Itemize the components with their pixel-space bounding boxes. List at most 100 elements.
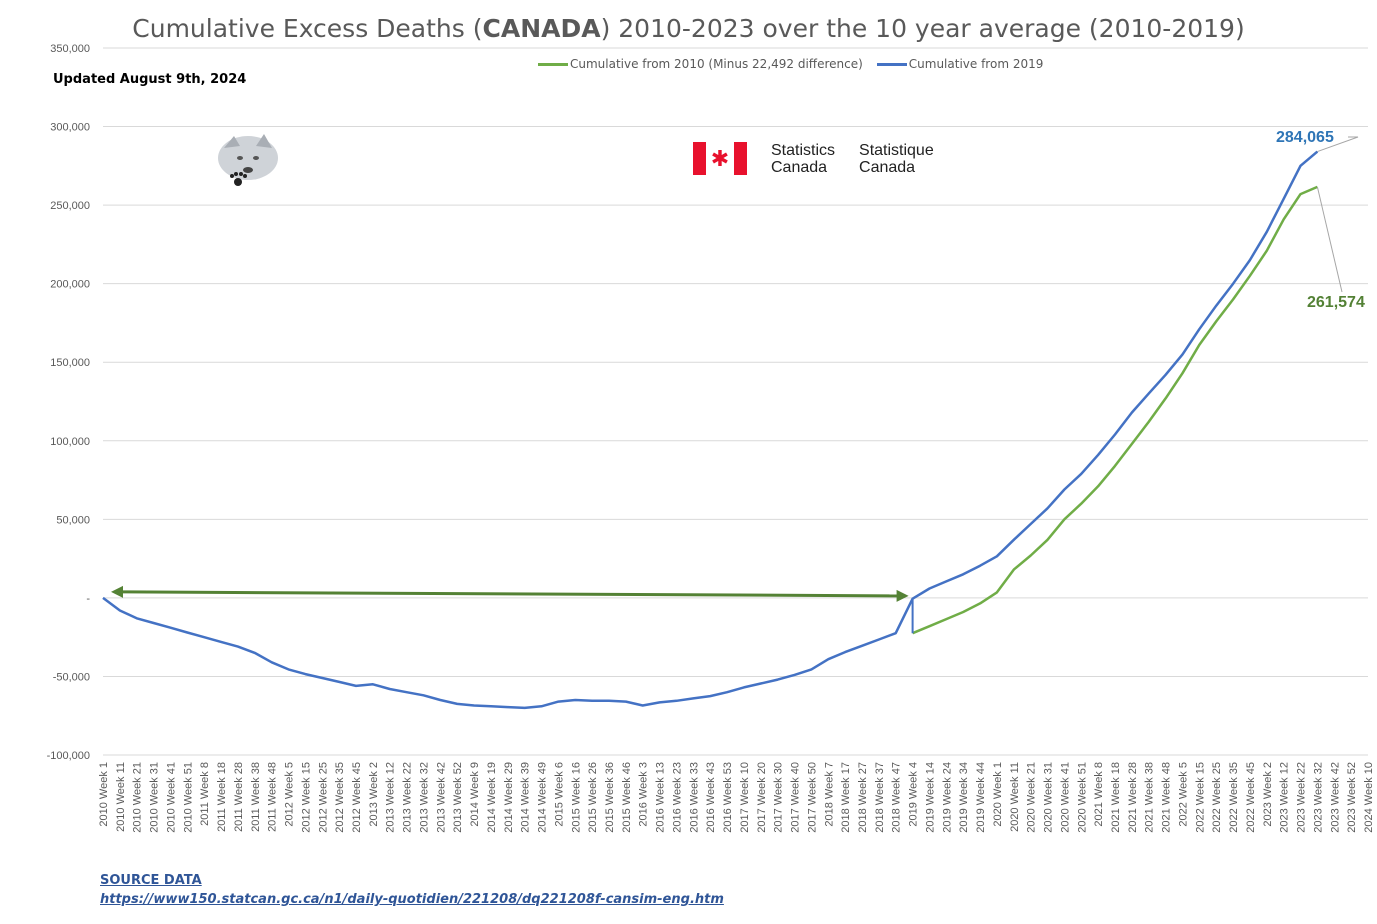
x-tick-label: 2014 Week 49 — [537, 762, 549, 833]
chart-title: Cumulative Excess Deaths (CANADA) 2010-2… — [132, 14, 1245, 43]
x-tick-label: 2017 Week 30 — [773, 762, 785, 833]
x-tick-label: 2021 Week 8 — [1093, 762, 1105, 827]
x-tick-label: 2020 Week 11 — [1009, 762, 1021, 832]
y-tick-label: -100,000 — [47, 750, 90, 762]
x-tick-label: 2020 Week 21 — [1026, 762, 1038, 833]
x-tick-label: 2016 Week 23 — [671, 762, 683, 833]
legend-label-blue: Cumulative from 2019 — [908, 57, 1044, 71]
x-tick-label: 2023 Week 12 — [1279, 762, 1291, 833]
y-tick-label: 300,000 — [50, 122, 90, 134]
x-tick-label: 2011 Week 8 — [199, 762, 211, 826]
x-tick-label: 2019 Week 14 — [924, 762, 936, 833]
x-tick-label: 2010 Week 31 — [149, 762, 161, 833]
x-tick-label: 2011 Week 48 — [267, 762, 279, 832]
x-tick-label: 2014 Week 19 — [486, 762, 498, 833]
x-tick-label: 2020 Week 41 — [1059, 762, 1071, 833]
y-tick-label: 350,000 — [50, 43, 90, 55]
x-tick-label: 2020 Week 1 — [992, 762, 1004, 827]
x-tick-label: 2017 Week 40 — [790, 762, 802, 833]
blue-end-label: 284,065 — [1276, 129, 1334, 146]
x-tick-label: 2024 Week 10 — [1363, 762, 1375, 833]
x-tick-label: 2010 Week 51 — [182, 762, 194, 833]
x-tick-label: 2015 Week 36 — [604, 762, 616, 833]
x-tick-label: 2019 Week 4 — [908, 762, 920, 827]
source-label: SOURCE DATA — [100, 873, 202, 888]
x-tick-label: 2013 Week 22 — [402, 762, 414, 833]
x-tick-label: 2020 Week 31 — [1043, 762, 1055, 833]
x-tick-label: 2010 Week 1 — [98, 762, 110, 827]
offset-arrow — [118, 590, 901, 598]
x-tick-label: 2013 Week 2 — [368, 762, 380, 827]
source-block: SOURCE DATA https://www150.statcan.gc.ca… — [100, 873, 724, 907]
x-tick-label: 2017 Week 50 — [806, 762, 818, 833]
x-tick-label: 2023 Week 2 — [1262, 762, 1274, 827]
x-tick-label: 2011 Week 38 — [250, 762, 262, 832]
statcan-logo: ✱ Statistics Canada Statistique Canada — [693, 142, 958, 176]
x-tick-label: 2012 Week 5 — [284, 762, 296, 827]
x-tick-label: 2016 Week 33 — [688, 762, 700, 833]
x-tick-label: 2023 Week 32 — [1312, 762, 1324, 833]
x-tick-label: 2023 Week 42 — [1329, 762, 1341, 833]
legend-item-blue: Cumulative from 2019 — [876, 57, 1044, 71]
x-tick-label: 2010 Week 21 — [132, 762, 144, 833]
x-tick-label: 2021 Week 18 — [1110, 762, 1122, 833]
x-tick-label: 2017 Week 10 — [739, 762, 751, 833]
x-tick-label: 2013 Week 32 — [418, 762, 430, 833]
x-tick-label: 2019 Week 44 — [975, 762, 987, 833]
source-link[interactable]: https://www150.statcan.gc.ca/n1/daily-qu… — [100, 892, 724, 907]
y-tick-label: 100,000 — [50, 436, 90, 448]
leader-line-blue — [1317, 136, 1359, 153]
x-tick-label: 2018 Week 47 — [891, 762, 903, 833]
x-tick-label: 2022 Week 25 — [1211, 762, 1223, 833]
x-tick-label: 2017 Week 20 — [756, 762, 768, 833]
y-tick-label: 200,000 — [50, 279, 90, 291]
x-tick-label: 2011 Week 18 — [216, 762, 228, 832]
y-tick-label: 50,000 — [56, 514, 90, 526]
legend-label-green: Cumulative from 2010 (Minus 22,492 diffe… — [570, 57, 863, 71]
y-tick-label: -50,000 — [53, 671, 90, 683]
x-tick-label: 2019 Week 24 — [941, 762, 953, 833]
x-tick-label: 2018 Week 37 — [874, 762, 886, 833]
series-line-green — [912, 185, 1318, 635]
x-tick-label: 2023 Week 52 — [1346, 762, 1358, 833]
x-tick-label: 2022 Week 35 — [1228, 762, 1240, 833]
legend-item-green: Cumulative from 2010 (Minus 22,492 diffe… — [538, 57, 863, 71]
x-tick-label: 2022 Week 15 — [1194, 762, 1206, 833]
x-tick-label: 2014 Week 39 — [520, 762, 532, 833]
x-tick-label: 2013 Week 52 — [452, 762, 464, 833]
x-tick-label: 2019 Week 34 — [958, 762, 970, 833]
canada-flag-icon: ✱ — [693, 142, 747, 175]
series-line-blue — [102, 150, 1319, 710]
x-tick-label: 2010 Week 11 — [115, 762, 127, 832]
y-tick-label: - — [86, 593, 90, 605]
leader-line-green — [1316, 186, 1343, 293]
x-tick-label: 2018 Week 27 — [857, 762, 869, 833]
x-tick-label: 2018 Week 17 — [840, 762, 852, 833]
green-end-label: 261,574 — [1307, 294, 1365, 311]
x-tick-label: 2015 Week 16 — [570, 762, 582, 833]
x-tick-label: 2012 Week 25 — [317, 762, 329, 833]
x-tick-label: 2015 Week 26 — [587, 762, 599, 833]
x-tick-label: 2022 Week 45 — [1245, 762, 1257, 833]
x-tick-label: 2014 Week 9 — [469, 762, 481, 827]
x-tick-label: 2021 Week 28 — [1127, 762, 1139, 833]
x-tick-label: 2010 Week 41 — [165, 762, 177, 833]
statcan-en: Statistics Canada — [771, 142, 836, 176]
x-tick-label: 2016 Week 43 — [705, 762, 717, 833]
x-tick-label: 2013 Week 42 — [435, 762, 447, 833]
x-tick-label: 2012 Week 35 — [334, 762, 346, 833]
chart-legend: Cumulative from 2010 (Minus 22,492 diffe… — [538, 57, 1043, 71]
x-tick-label: 2013 Week 12 — [385, 762, 397, 833]
x-tick-label: 2014 Week 29 — [503, 762, 515, 833]
x-tick-label: 2021 Week 48 — [1161, 762, 1173, 833]
x-tick-label: 2015 Week 46 — [621, 762, 633, 833]
x-tick-label: 2022 Week 5 — [1177, 762, 1189, 827]
x-tick-label: 2016 Week 3 — [638, 762, 650, 827]
x-tick-label: 2018 Week 7 — [823, 762, 835, 827]
y-tick-label: 250,000 — [50, 200, 90, 212]
x-tick-label: 2015 Week 6 — [553, 762, 565, 827]
x-tick-label: 2021 Week 38 — [1144, 762, 1156, 833]
updated-date: Updated August 9th, 2024 — [53, 72, 247, 87]
arrow-head-left — [111, 585, 123, 598]
